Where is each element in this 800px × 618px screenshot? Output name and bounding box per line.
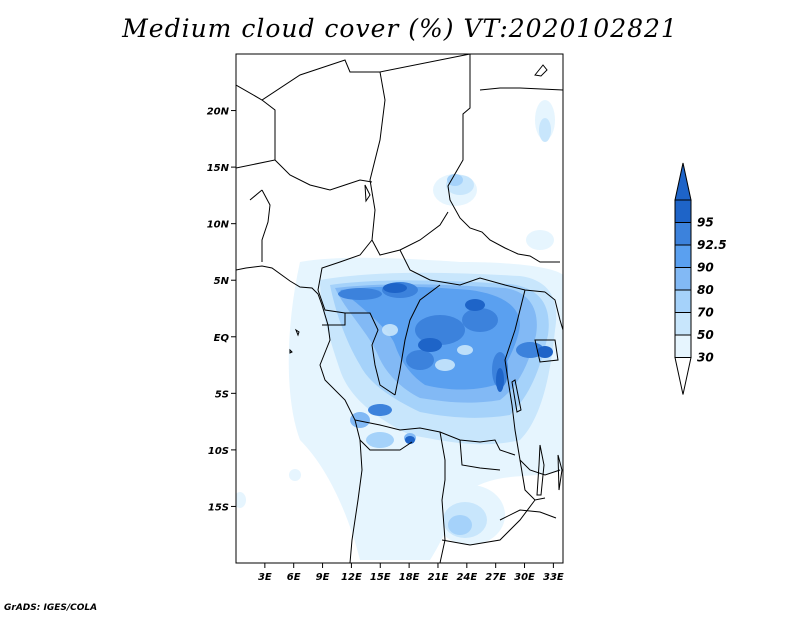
colorbar-top-arrow: [674, 162, 692, 201]
lat-tick-label: 10N: [207, 220, 230, 231]
colorbar-label: 90: [697, 261, 714, 275]
lon-tick-label: 33E: [543, 572, 564, 583]
lon-tick-label: 15E: [370, 572, 391, 583]
map-frame: [235, 53, 564, 564]
colorbar-segment: [674, 267, 692, 291]
lon-tick-label: 9E: [316, 572, 330, 583]
lat-tick-label: 15N: [207, 163, 230, 174]
lat-tick-label: 5S: [215, 389, 229, 400]
lat-tick-label: 15S: [208, 502, 229, 513]
colorbar-label: 70: [697, 306, 714, 320]
grads-credit: GrADS: IGES/COLA: [4, 603, 98, 613]
colorbar-segment: [674, 334, 692, 358]
cloud-cover-field: [236, 100, 563, 560]
colorbar-bottom-arrow: [674, 357, 692, 395]
map-title: Medium cloud cover (%) VT:2020102821: [122, 14, 678, 43]
latitude-axis: 20N 15N 10N 5N EQ 5S 10S 15S: [207, 107, 236, 513]
longitude-axis: 3E 6E 9E 12E 15E 18E 21E 24E 27E 30E 33E: [258, 563, 564, 583]
colorbar-label: 30: [697, 351, 714, 365]
colorbar-label: 80: [697, 283, 714, 297]
lon-tick-label: 12E: [341, 572, 362, 583]
lon-tick-label: 6E: [287, 572, 301, 583]
colorbar: 95 92.5 90 80 70 50 30: [674, 162, 727, 395]
lon-tick-label: 21E: [428, 572, 449, 583]
lat-tick-label: 20N: [207, 107, 230, 118]
lon-tick-label: 18E: [399, 572, 420, 583]
colorbar-segment: [674, 289, 692, 313]
lon-tick-label: 24E: [456, 572, 477, 583]
lat-tick-label: EQ: [214, 333, 230, 344]
lat-tick-label: 5N: [214, 276, 230, 287]
lat-tick-label: 10S: [208, 446, 229, 457]
colorbar-segment: [674, 312, 692, 336]
colorbar-segment: [674, 222, 692, 246]
colorbar-label: 50: [697, 328, 714, 342]
colorbar-segment: [674, 199, 692, 223]
colorbar-label: 95: [697, 216, 714, 230]
lon-tick-label: 27E: [485, 572, 506, 583]
country-borders: [236, 54, 563, 563]
lon-tick-label: 3E: [258, 572, 272, 583]
colorbar-label: 92.5: [697, 238, 727, 252]
colorbar-segment: [674, 244, 692, 268]
lon-tick-label: 30E: [514, 572, 535, 583]
